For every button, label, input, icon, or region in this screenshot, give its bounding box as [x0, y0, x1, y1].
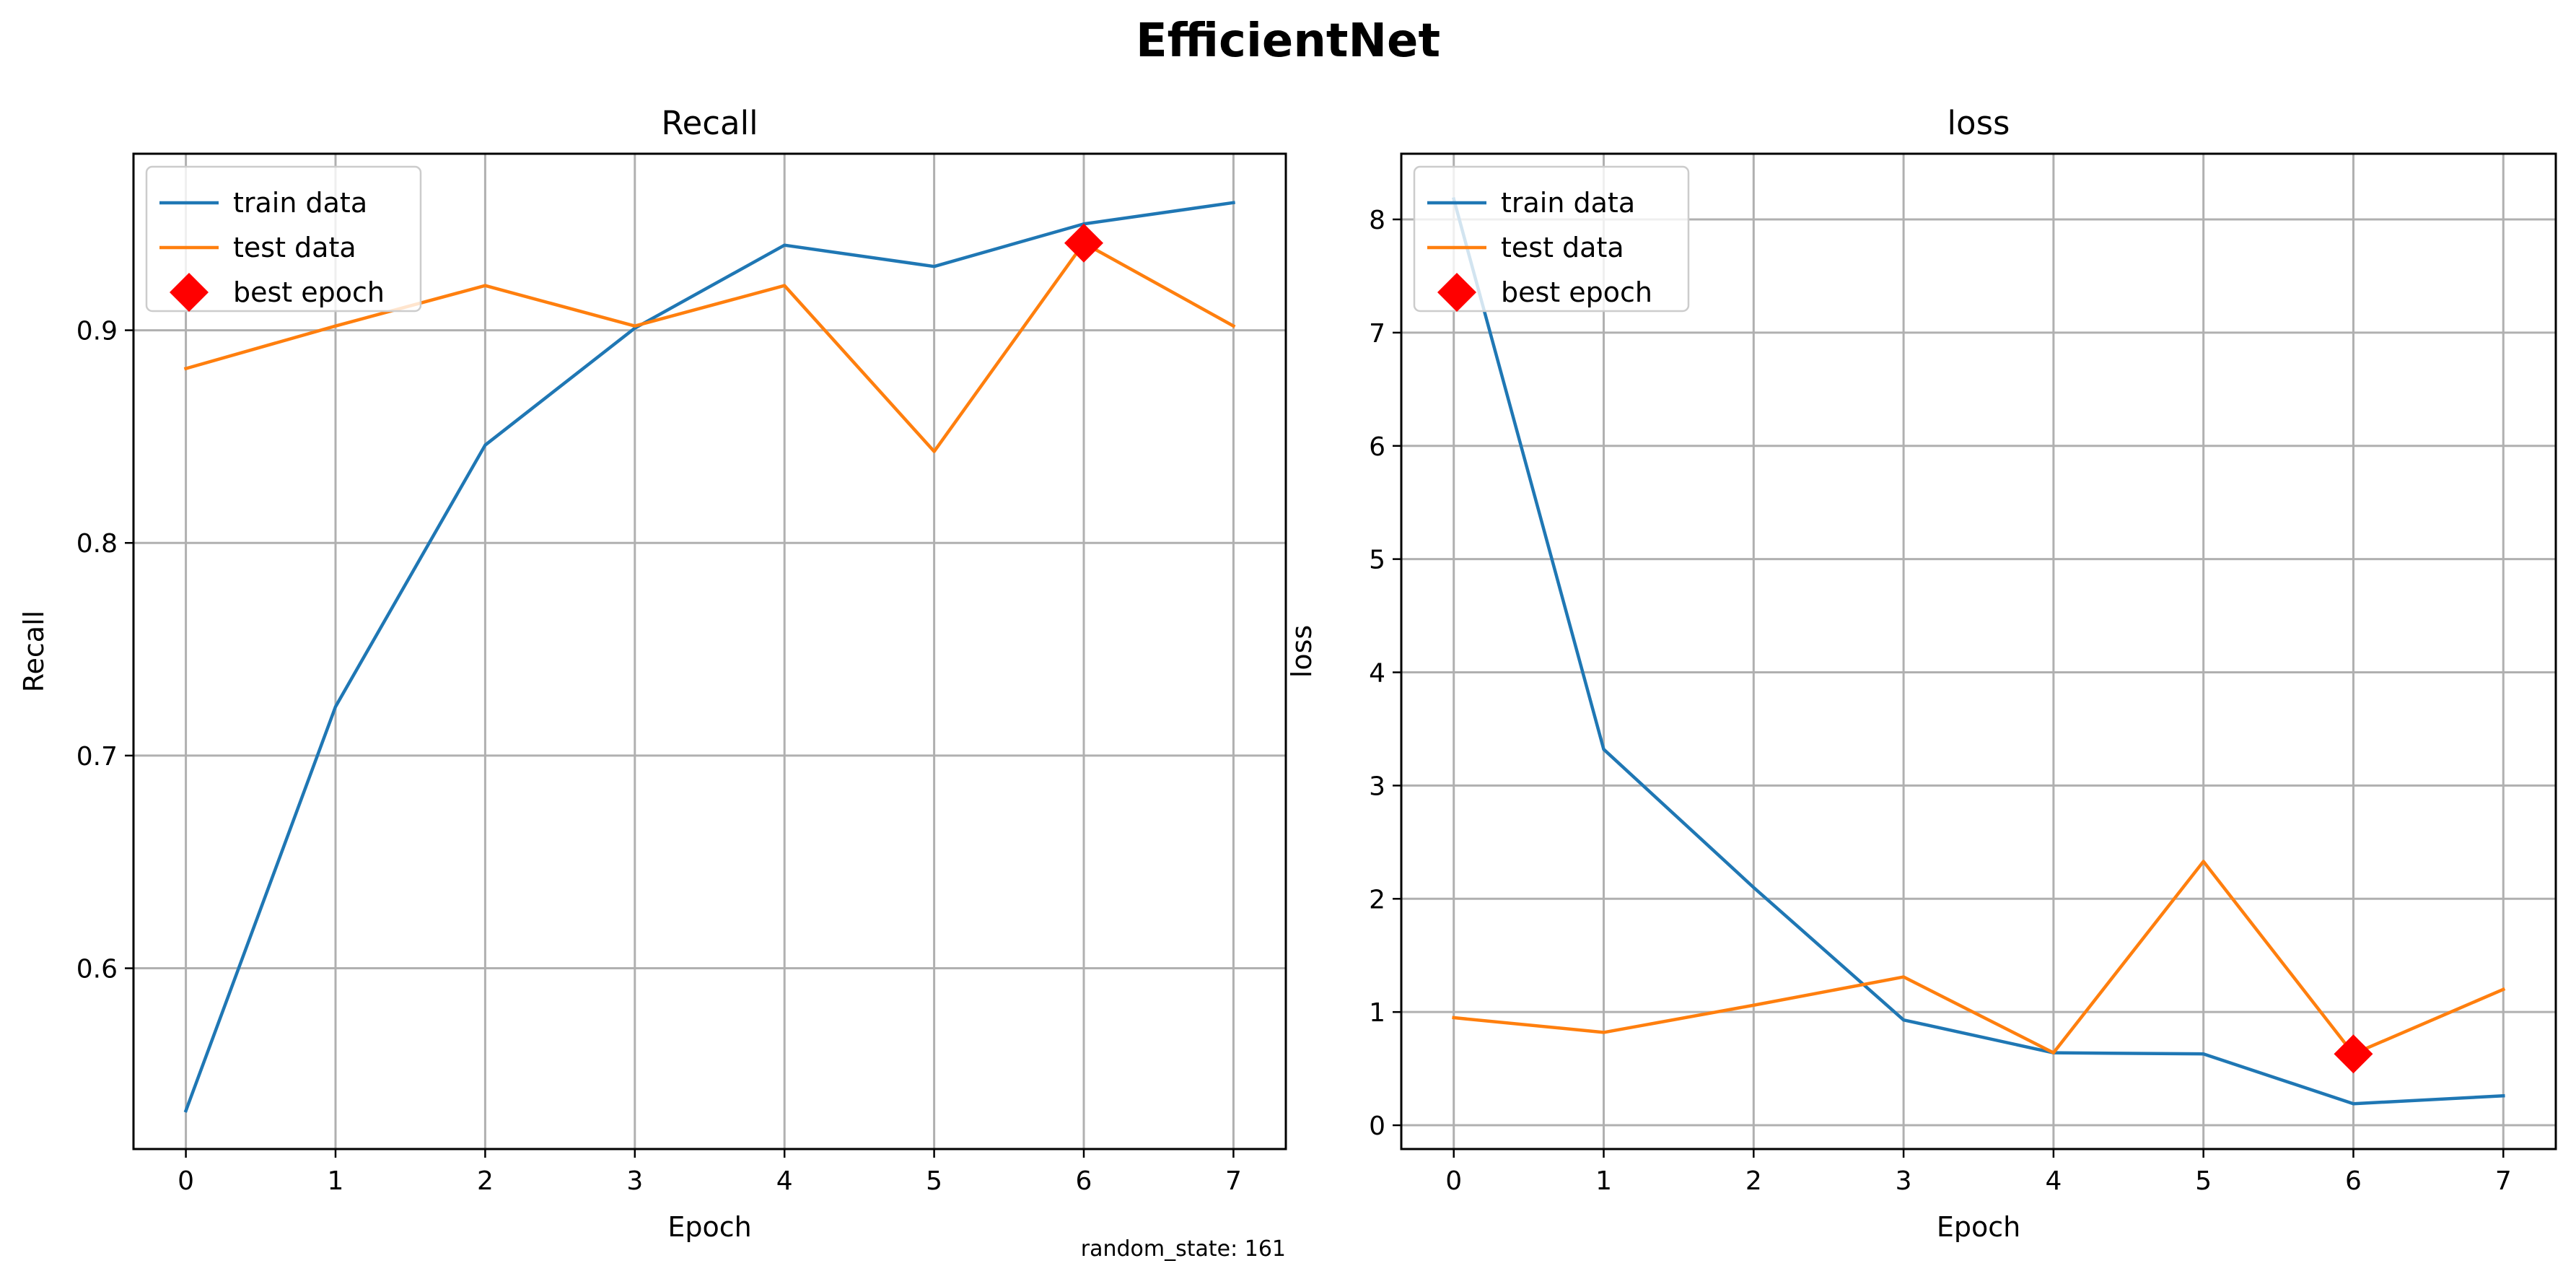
loss-x-tick-label: 3 [1896, 1166, 1912, 1196]
recall-train-series-line [183, 201, 1235, 1113]
recall-legend-best-epoch-swatch [170, 273, 209, 312]
loss-chart-title: loss [1948, 104, 2010, 142]
recall-best-epoch-marker [1064, 223, 1104, 263]
figure-suptitle: EfficientNet [1136, 14, 1440, 68]
loss-y-tick-label: 3 [1369, 772, 1385, 801]
loss-x-tick-label: 5 [2195, 1166, 2212, 1196]
loss-legend-train-label: train data [1501, 187, 1635, 219]
recall-legend-best-epoch-label: best epoch [233, 276, 385, 308]
recall-legend: train data test data best epoch [145, 165, 422, 313]
loss-legend-best-epoch-label: best epoch [1501, 276, 1652, 308]
recall-test-series-line [183, 241, 1236, 453]
recall-x-tick-label: 3 [626, 1166, 643, 1196]
loss-x-tick-label: 4 [2045, 1166, 2062, 1196]
recall-x-tick-label: 1 [328, 1166, 344, 1196]
loss-x-tick-label: 0 [1445, 1166, 1462, 1196]
loss-y-tick-label: 1 [1369, 998, 1385, 1028]
loss-y-tick-label: 7 [1369, 319, 1385, 349]
recall-y-tick-label: 0.7 [76, 742, 118, 772]
recall-y-tick-label: 0.9 [76, 317, 118, 346]
loss-train-series-line [1451, 196, 2505, 1106]
loss-y-tick-label: 2 [1369, 885, 1385, 914]
recall-x-axis-label: Epoch [667, 1211, 751, 1243]
recall-axes-frame [132, 152, 1287, 1150]
loss-x-tick-label: 2 [1745, 1166, 1762, 1196]
recall-y-axis-label: Recall [18, 611, 50, 692]
loss-y-tick-label: 4 [1369, 659, 1385, 689]
recall-chart-title: Recall [661, 104, 758, 142]
recall-x-tick-label: 5 [926, 1166, 942, 1196]
loss-legend-test-label: test data [1501, 232, 1624, 263]
loss-best-epoch-marker [2334, 1034, 2373, 1074]
loss-legend-best-epoch-swatch [1437, 273, 1476, 312]
loss-x-tick-label: 1 [1595, 1166, 1612, 1196]
loss-x-tick-label: 7 [2495, 1166, 2512, 1196]
loss-y-tick-label: 5 [1369, 546, 1385, 575]
loss-legend: train data test data best epoch [1413, 165, 1690, 313]
recall-legend-train-label: train data [233, 187, 367, 219]
recall-x-tick-label: 0 [178, 1166, 194, 1196]
loss-axes-frame [1400, 152, 2557, 1150]
loss-y-tick-label: 6 [1369, 432, 1385, 462]
loss-test-series-line [1452, 860, 2506, 1056]
recall-legend-test-label: test data [233, 232, 356, 263]
recall-x-tick-label: 2 [477, 1166, 494, 1196]
loss-y-tick-label: 8 [1369, 206, 1385, 235]
loss-x-axis-label: Epoch [1937, 1211, 2020, 1243]
random-state-footnote: random_state: 161 [1081, 1236, 1286, 1262]
recall-y-tick-label: 0.6 [76, 955, 118, 984]
loss-x-tick-label: 6 [2345, 1166, 2362, 1196]
loss-y-axis-label: loss [1286, 625, 1318, 678]
recall-y-tick-label: 0.8 [76, 529, 118, 559]
loss-y-tick-label: 0 [1369, 1112, 1385, 1141]
recall-x-tick-label: 4 [776, 1166, 793, 1196]
recall-chart: 0 1 2 3 4 5 6 7 0.6 0.7 0.8 0.9 Recall Epoch Recall tra… [18, 104, 1287, 1243]
loss-chart: 0 1 2 3 4 5 6 7 0 1 2 3 4 5 6 7 8 loss Epoch loss train data… [1286, 104, 2557, 1243]
recall-x-tick-label: 7 [1225, 1166, 1242, 1196]
recall-x-tick-label: 6 [1076, 1166, 1092, 1196]
